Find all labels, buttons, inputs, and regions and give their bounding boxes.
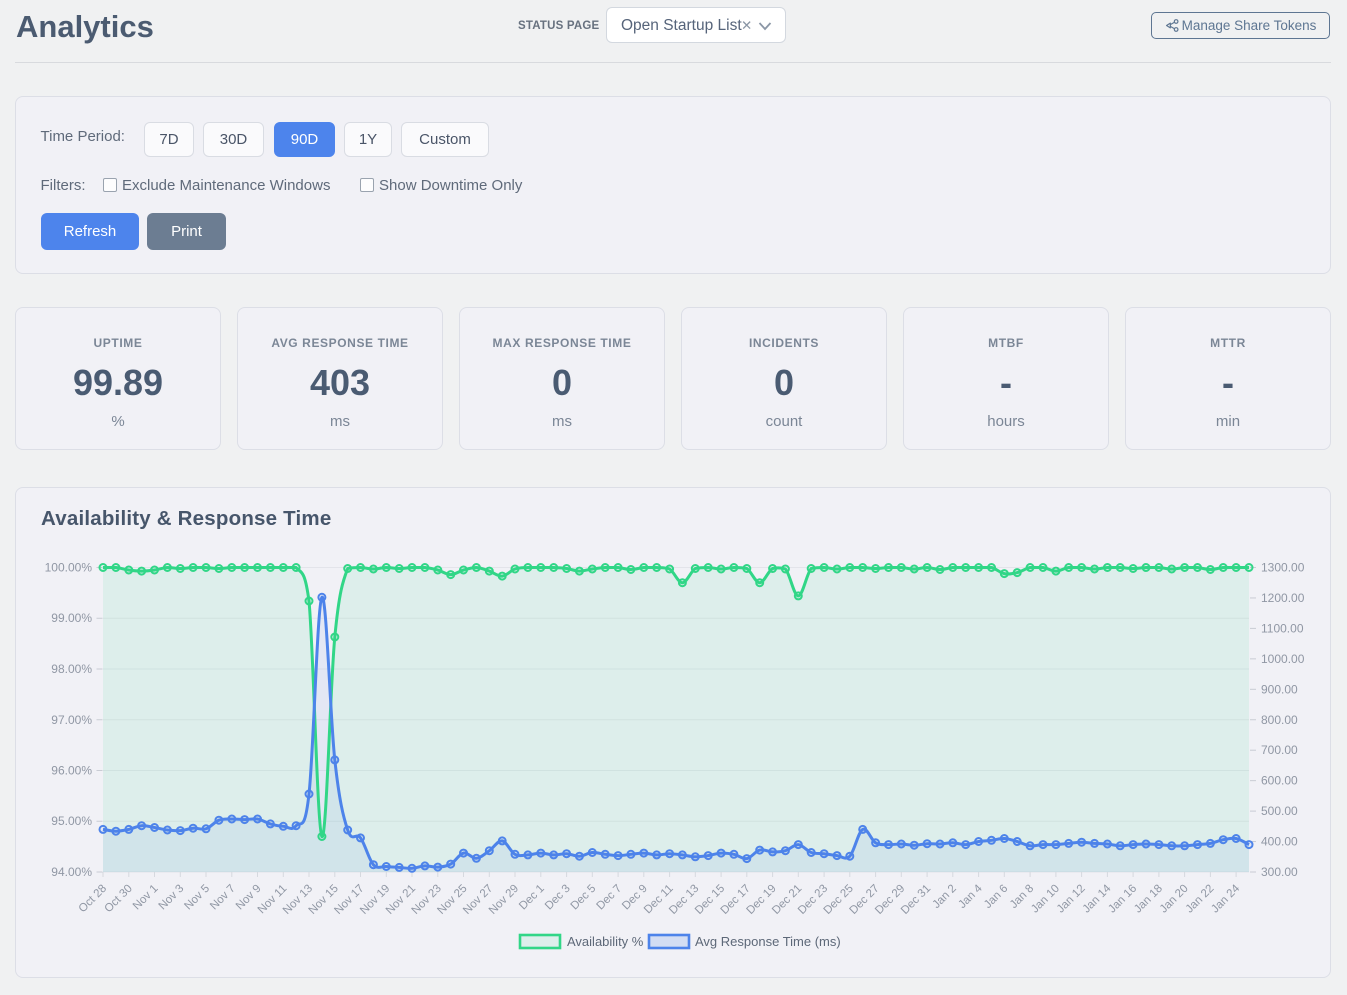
svg-text:1000.00: 1000.00 [1261, 652, 1305, 666]
svg-text:95.00%: 95.00% [51, 814, 92, 828]
svg-text:Nov 7: Nov 7 [208, 883, 238, 913]
svg-text:Jan 4: Jan 4 [956, 882, 985, 911]
svg-text:300.00: 300.00 [1261, 865, 1298, 879]
svg-text:700.00: 700.00 [1261, 743, 1298, 757]
svg-text:Oct 28: Oct 28 [77, 883, 109, 915]
svg-text:Jan 24: Jan 24 [1209, 882, 1242, 915]
svg-text:Availability %: Availability % [567, 934, 644, 949]
svg-text:800.00: 800.00 [1261, 713, 1298, 727]
svg-text:400.00: 400.00 [1261, 835, 1298, 849]
svg-text:96.00%: 96.00% [51, 764, 92, 778]
svg-text:98.00%: 98.00% [51, 662, 92, 676]
svg-text:Dec 7: Dec 7 [594, 883, 624, 913]
svg-text:Oct 30: Oct 30 [102, 883, 134, 915]
svg-text:Dec 3: Dec 3 [543, 883, 573, 913]
svg-text:500.00: 500.00 [1261, 804, 1298, 818]
svg-text:Nov 3: Nov 3 [157, 883, 187, 913]
svg-text:100.00%: 100.00% [45, 561, 93, 575]
svg-text:Nov 1: Nov 1 [131, 883, 161, 913]
svg-text:1300.00: 1300.00 [1261, 561, 1305, 575]
svg-text:99.00%: 99.00% [51, 611, 92, 625]
svg-text:Nov 5: Nov 5 [182, 883, 212, 913]
svg-text:Dec 1: Dec 1 [517, 883, 547, 913]
svg-text:Dec 5: Dec 5 [569, 883, 599, 913]
svg-text:1200.00: 1200.00 [1261, 591, 1305, 605]
svg-text:Jan 2: Jan 2 [931, 883, 959, 911]
svg-text:600.00: 600.00 [1261, 774, 1298, 788]
svg-text:97.00%: 97.00% [51, 713, 92, 727]
svg-text:Dec 31: Dec 31 [899, 883, 933, 917]
svg-text:1100.00: 1100.00 [1261, 621, 1304, 635]
svg-text:Avg Response Time (ms): Avg Response Time (ms) [695, 934, 841, 949]
svg-text:94.00%: 94.00% [51, 865, 92, 879]
svg-text:Jan 6: Jan 6 [982, 883, 1010, 911]
svg-text:900.00: 900.00 [1261, 682, 1298, 696]
